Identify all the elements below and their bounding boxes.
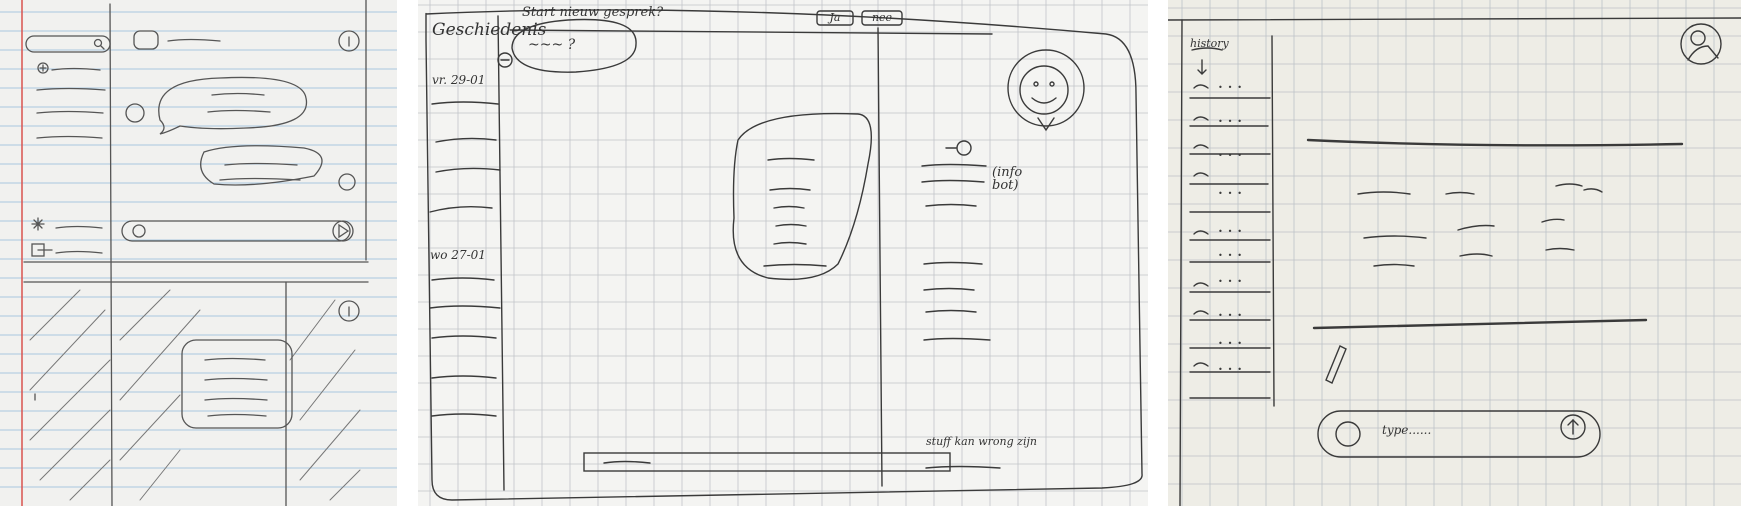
- svg-text:• • •: • • •: [1218, 277, 1242, 286]
- content-rule-top: [1306, 138, 1684, 147]
- user-message-bubble: [732, 112, 872, 281]
- bot-avatar-icon: [133, 30, 159, 50]
- input-placeholder[interactable]: type......: [1382, 423, 1432, 437]
- content-rule-bottom: [1312, 318, 1648, 330]
- yes-button-box: [816, 10, 854, 26]
- user-chat-bubble: [200, 145, 323, 186]
- history-date-1: vr. 29-01: [432, 73, 486, 87]
- sketch-3-grid-paper: • • • • • • • • • • • • • • • • • • • • • • •…: [1168, 0, 1741, 506]
- footer-note: stuff kan wrong zijn: [926, 435, 1037, 448]
- message-input: [121, 220, 351, 242]
- user-avatar-small: [956, 140, 972, 156]
- svg-text:• • •: • • •: [1218, 117, 1242, 126]
- yes-button[interactable]: Ja: [829, 11, 841, 24]
- sun-icon: [31, 217, 45, 231]
- plus-icon: [37, 62, 49, 74]
- info-icon: [338, 30, 360, 52]
- pencil-icon: [1325, 345, 1347, 384]
- banner-line: [509, 29, 993, 35]
- search-icon: [93, 38, 103, 48]
- search-field: [25, 35, 111, 53]
- attach-icon: [132, 224, 146, 238]
- no-button-box: [861, 10, 903, 26]
- bot-chat-bubble: [158, 76, 308, 135]
- outer-frame: [425, 9, 1143, 501]
- info-bot-label: (info bot): [992, 165, 1023, 193]
- svg-text:• • •: • • •: [1218, 339, 1242, 348]
- send-icon: [1560, 414, 1586, 440]
- history-label: history: [1190, 37, 1229, 50]
- message-input: [583, 452, 951, 472]
- no-button[interactable]: nee: [871, 11, 893, 24]
- history-divider: [1271, 35, 1275, 407]
- info-icon-2: [338, 300, 360, 322]
- svg-text:• • •: • • •: [1218, 311, 1242, 320]
- user-avatar-small: [338, 173, 356, 191]
- bot-question-text: ~~~ ?: [528, 37, 576, 53]
- sketch-3-drawing: • • • • • • • • • • • • • • • • • • • • • • •…: [1168, 0, 1741, 506]
- svg-text:• • •: • • •: [1218, 189, 1242, 198]
- svg-text:• • •: • • •: [1218, 251, 1242, 260]
- svg-text:• • •: • • •: [1218, 227, 1242, 236]
- message-input: [1317, 410, 1601, 458]
- history-date-2: wo 27-01: [430, 248, 486, 262]
- profile-avatar: [1680, 23, 1722, 65]
- send-icon: [332, 220, 354, 242]
- attach-icon: [1335, 421, 1361, 447]
- svg-text:• • •: • • •: [1218, 151, 1242, 160]
- more-dots: • • •: [1218, 83, 1242, 92]
- bot-avatar-small: [125, 103, 145, 123]
- sketch-1-drawing: [0, 0, 397, 506]
- bot-avatar-small: [497, 52, 513, 68]
- sketch-2-drawing: [418, 0, 1148, 506]
- new-chat-banner: Start nieuw gesprek?: [522, 5, 664, 20]
- info-panel-divider: [877, 27, 883, 487]
- sketch-1-lined-paper: [0, 0, 397, 506]
- sketch-2-grid-paper: Geschiedenis vr. 29-01 wo 27-01 Start ni…: [418, 0, 1148, 506]
- left-edge: [1179, 19, 1183, 506]
- bot-avatar-large: [1007, 49, 1085, 127]
- svg-text:• • •: • • •: [1218, 365, 1242, 374]
- bot-question-bubble: [511, 18, 637, 73]
- sidebar-divider: [497, 15, 505, 491]
- sidebar-title: Geschiedenis: [432, 20, 547, 40]
- info-popup-card: [181, 339, 293, 429]
